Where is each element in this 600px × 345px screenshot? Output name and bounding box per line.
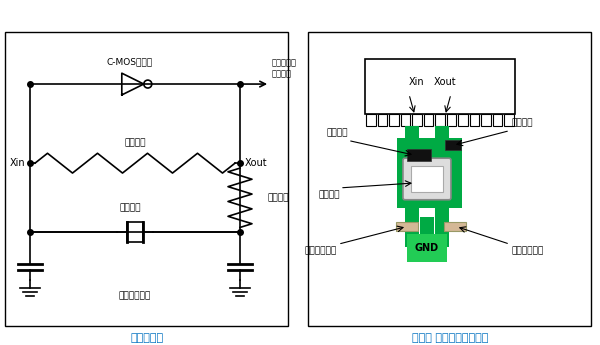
Bar [470, 114, 479, 126]
Bar [308, 32, 591, 326]
Bar [458, 114, 468, 126]
Bar [505, 114, 514, 126]
Bar [412, 114, 422, 126]
Bar [401, 114, 410, 126]
Bar [420, 217, 434, 234]
Bar [365, 59, 515, 114]
Text: 前振荡电路: 前振荡电路 [130, 333, 164, 343]
Bar [389, 114, 398, 126]
Bar [493, 114, 502, 126]
Text: 反馈电阻: 反馈电阻 [326, 128, 348, 137]
Text: 外部负载电容: 外部负载电容 [305, 246, 337, 255]
Text: Xin: Xin [10, 158, 25, 168]
Bar [447, 114, 457, 126]
Text: 外部负载电容: 外部负载电容 [119, 292, 151, 301]
Bar [366, 114, 376, 126]
Text: 阻尼电阻: 阻尼电阻 [512, 119, 533, 128]
Bar [407, 234, 447, 262]
Bar [5, 32, 288, 326]
Bar [377, 114, 387, 126]
Bar [407, 149, 431, 161]
Text: C-MOS逆变器: C-MOS逆变器 [107, 57, 153, 66]
Bar [435, 126, 449, 247]
Text: Xout: Xout [245, 158, 268, 168]
Bar [405, 145, 449, 165]
Bar [396, 221, 418, 231]
Text: Xout: Xout [434, 77, 457, 87]
Bar [444, 221, 466, 231]
Bar [435, 114, 445, 126]
Bar [481, 114, 491, 126]
Text: 反馈电阻: 反馈电阻 [124, 138, 146, 147]
FancyBboxPatch shape [403, 158, 451, 200]
Text: 石英晶体: 石英晶体 [119, 204, 141, 213]
Text: 进入下一个
逻辑电路: 进入下一个 逻辑电路 [272, 59, 297, 78]
Bar [397, 138, 462, 208]
Bar [411, 166, 443, 192]
Text: 石英晶体: 石英晶体 [319, 190, 340, 199]
Text: 外部负载电容: 外部负载电容 [512, 246, 544, 255]
Text: 阻尼电阻: 阻尼电阻 [268, 193, 290, 202]
Bar [127, 223, 143, 242]
Bar [424, 114, 433, 126]
Bar [445, 140, 461, 150]
Text: GND: GND [415, 243, 439, 253]
Text: Xin: Xin [409, 77, 425, 87]
Text: 例如） 零部件的配置例子: 例如） 零部件的配置例子 [412, 333, 488, 343]
Bar [405, 126, 419, 247]
